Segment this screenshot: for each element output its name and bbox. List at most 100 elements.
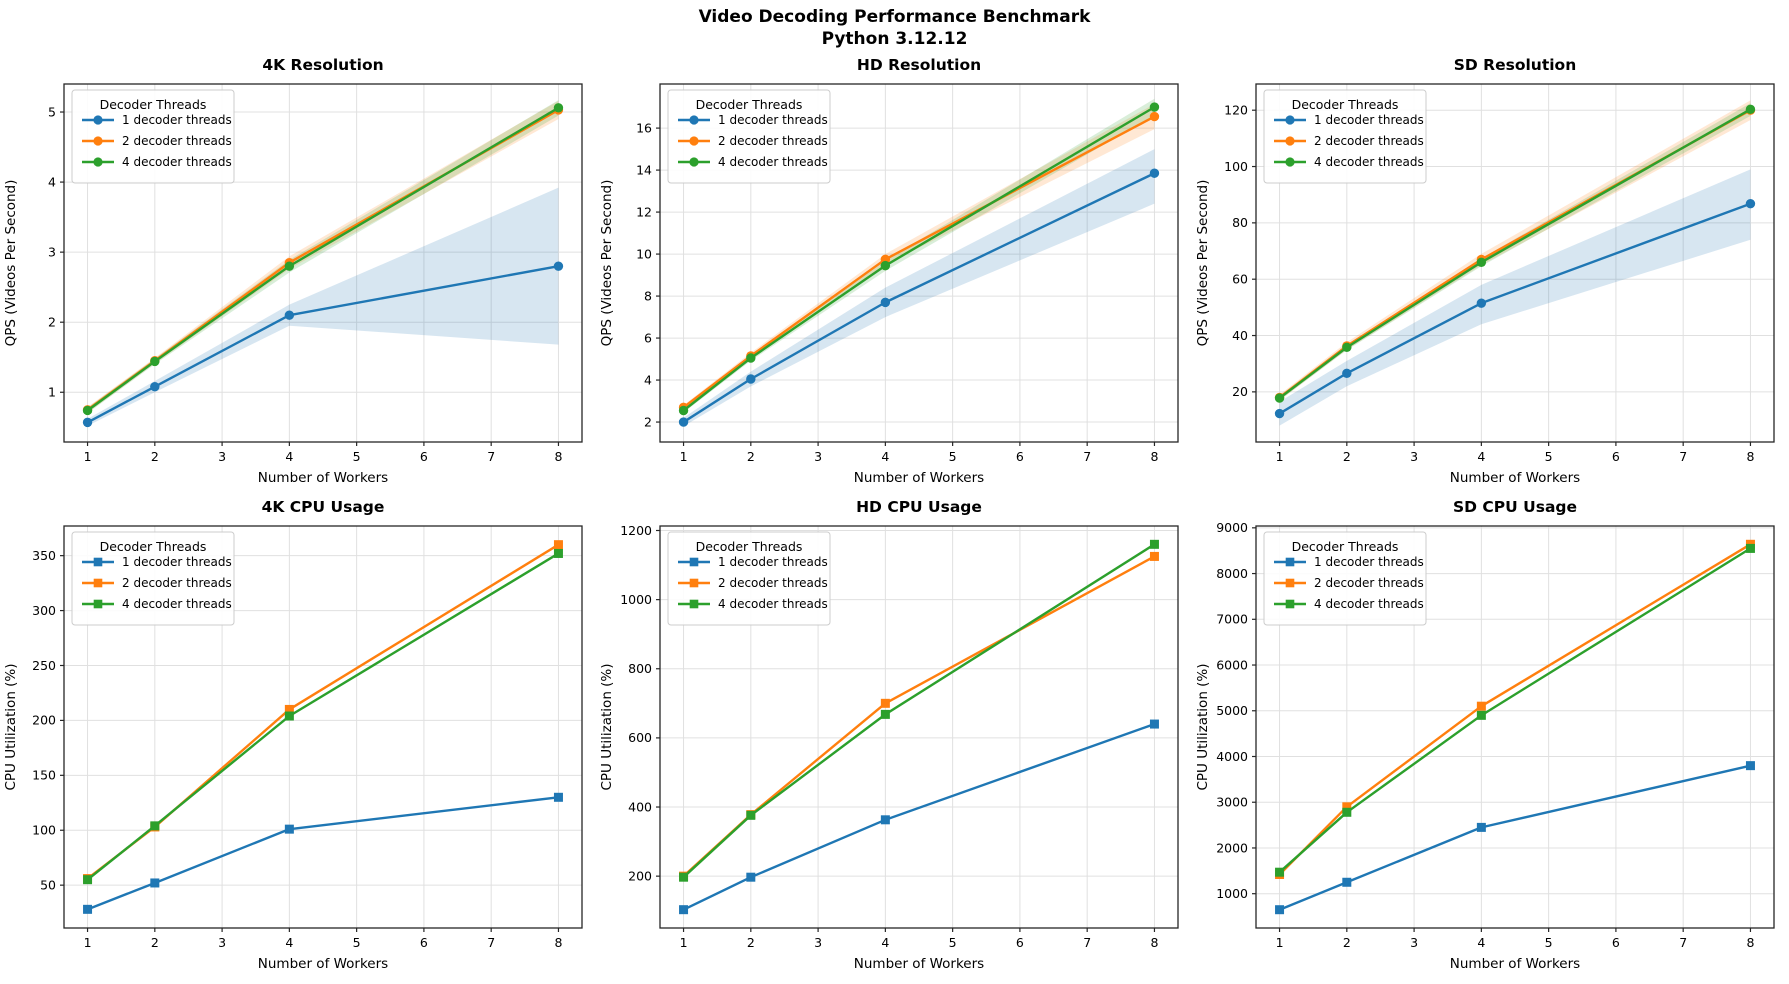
x-tick-label: 2	[747, 935, 755, 950]
y-tick-label: 50	[40, 878, 56, 893]
y-axis-label: QPS (Videos Per Second)	[3, 180, 19, 347]
series-line-4-decoder-threads	[86, 552, 560, 882]
legend-title: Decoder Threads	[1292, 539, 1399, 554]
marker-2-decoder-threads	[880, 699, 890, 709]
y-tick-label: 300	[32, 603, 56, 618]
y-tick-label: 5000	[1216, 703, 1248, 718]
legend-marker	[93, 557, 103, 567]
series-line-1-decoder-threads	[1278, 764, 1752, 912]
x-tick-label: 8	[1746, 935, 1754, 950]
legend-marker	[1285, 136, 1295, 146]
x-axis-label: Number of Workers	[854, 956, 984, 972]
x-axis-label: Number of Workers	[1450, 470, 1580, 486]
legend-entry-label: 1 decoder threads	[122, 555, 232, 569]
y-tick-label: 14	[636, 163, 652, 178]
legend-entry-label: 2 decoder threads	[1314, 576, 1424, 590]
marker-1-decoder-threads	[83, 905, 93, 915]
y-tick-label: 600	[628, 730, 652, 745]
y-tick-label: 1200	[620, 523, 652, 538]
x-tick-label: 3	[218, 935, 226, 950]
y-axis-label: QPS (Videos Per Second)	[1195, 180, 1211, 347]
legend-box	[71, 531, 235, 626]
marker-4-decoder-threads	[1745, 544, 1755, 554]
x-tick-label: 8	[1150, 935, 1158, 950]
marker-4-decoder-threads	[746, 353, 756, 363]
subplot-hd-resolution: 1 2 3 4 5 6 7 8 2 4 6 8 10 12 14 16 Number of Workers QPS…	[596, 50, 1192, 492]
y-tick-label: 400	[628, 800, 652, 815]
marker-2-decoder-threads	[553, 540, 563, 550]
marker-2-decoder-threads	[1149, 112, 1160, 122]
axes-spines	[659, 525, 1179, 929]
figure-suptitle: Video Decoding Performance Benchmark Pyt…	[0, 0, 1789, 50]
legend-box	[1263, 531, 1427, 626]
marker-1-decoder-threads	[746, 872, 756, 882]
y-tick-label: 100	[32, 823, 56, 838]
charts-grid: 1 2 3 4 5 6 7 8 1 2 3 4 5 Number of Workers QPS (Video…	[0, 50, 1789, 978]
legend-entry-label: 4 decoder threads	[1314, 597, 1424, 611]
x-tick-label: 5	[949, 449, 957, 464]
y-tick-label: 7000	[1216, 612, 1248, 627]
subplot-sd-resolution: 1 2 3 4 5 6 7 8 20 40 60 80 100 120 Number of Workers Q…	[1192, 50, 1788, 492]
y-tick-label: 12	[636, 205, 652, 220]
series-line-4-decoder-threads	[86, 106, 560, 412]
legend-entry-label: 2 decoder threads	[718, 134, 828, 148]
x-tick-label: 1	[84, 935, 92, 950]
x-tick-label: 2	[151, 935, 159, 950]
series-line-4-decoder-threads	[682, 106, 1156, 412]
legend-entry-label: 1 decoder threads	[122, 113, 232, 127]
marker-1-decoder-threads	[678, 417, 689, 427]
chart-sd-cpu-usage: 1 2 3 4 5 6 7 8 1000 2000 3000 4000 5000 6000 7000 8000…	[1195, 498, 1775, 972]
series-line-4-decoder-threads	[1278, 108, 1752, 400]
y-tick-label: 80	[1232, 215, 1248, 230]
legend-entry-label: 1 decoder threads	[718, 555, 828, 569]
x-tick-label: 2	[1343, 449, 1351, 464]
legend-marker	[1285, 599, 1295, 609]
y-tick-label: 100	[1224, 159, 1248, 174]
marker-4-decoder-threads	[284, 711, 294, 721]
x-tick-label: 6	[1016, 935, 1024, 950]
marker-4-decoder-threads	[553, 103, 564, 113]
marker-4-decoder-threads	[1745, 104, 1756, 115]
legend-entry-label: 2 decoder threads	[122, 134, 232, 148]
y-tick-label: 200	[628, 869, 652, 884]
axes-spines	[63, 83, 583, 443]
x-tick-label: 5	[353, 935, 361, 950]
legend-entry-label: 1 decoder threads	[1314, 113, 1424, 127]
x-tick-label: 4	[881, 449, 889, 464]
marker-2-decoder-threads	[1476, 701, 1486, 711]
y-tick-label: 200	[32, 713, 56, 728]
marker-4-decoder-threads	[1476, 711, 1486, 721]
marker-4-decoder-threads	[746, 811, 756, 821]
x-tick-label: 1	[680, 935, 688, 950]
marker-1-decoder-threads	[746, 374, 756, 384]
x-tick-label: 8	[1150, 449, 1158, 464]
marker-1-decoder-threads	[1275, 905, 1285, 915]
marker-4-decoder-threads	[1149, 540, 1159, 550]
x-tick-label: 1	[1276, 935, 1284, 950]
series-line-1-decoder-threads	[1278, 202, 1752, 415]
x-tick-label: 3	[1410, 449, 1418, 464]
marker-1-decoder-threads	[553, 261, 564, 272]
x-tick-label: 6	[420, 449, 428, 464]
marker-4-decoder-threads	[82, 405, 93, 416]
series-line-1-decoder-threads	[86, 796, 560, 911]
legend-title: Decoder Threads	[100, 539, 207, 554]
marker-1-decoder-threads	[1342, 877, 1352, 887]
x-tick-label: 2	[151, 449, 159, 464]
x-tick-label: 1	[680, 449, 688, 464]
y-tick-label: 1000	[620, 592, 652, 607]
chart-title: SD CPU Usage	[1453, 498, 1577, 516]
confidence-band-1-decoder-threads	[87, 187, 559, 427]
x-axis-label: Number of Workers	[1450, 956, 1580, 972]
marker-4-decoder-threads	[83, 875, 93, 885]
suptitle-line-2: Python 3.12.12	[821, 29, 968, 50]
marker-1-decoder-threads	[880, 815, 890, 825]
x-tick-label: 3	[814, 935, 822, 950]
y-tick-label: 8000	[1216, 566, 1248, 581]
x-axis-label: Number of Workers	[258, 956, 388, 972]
x-tick-label: 4	[1477, 449, 1485, 464]
